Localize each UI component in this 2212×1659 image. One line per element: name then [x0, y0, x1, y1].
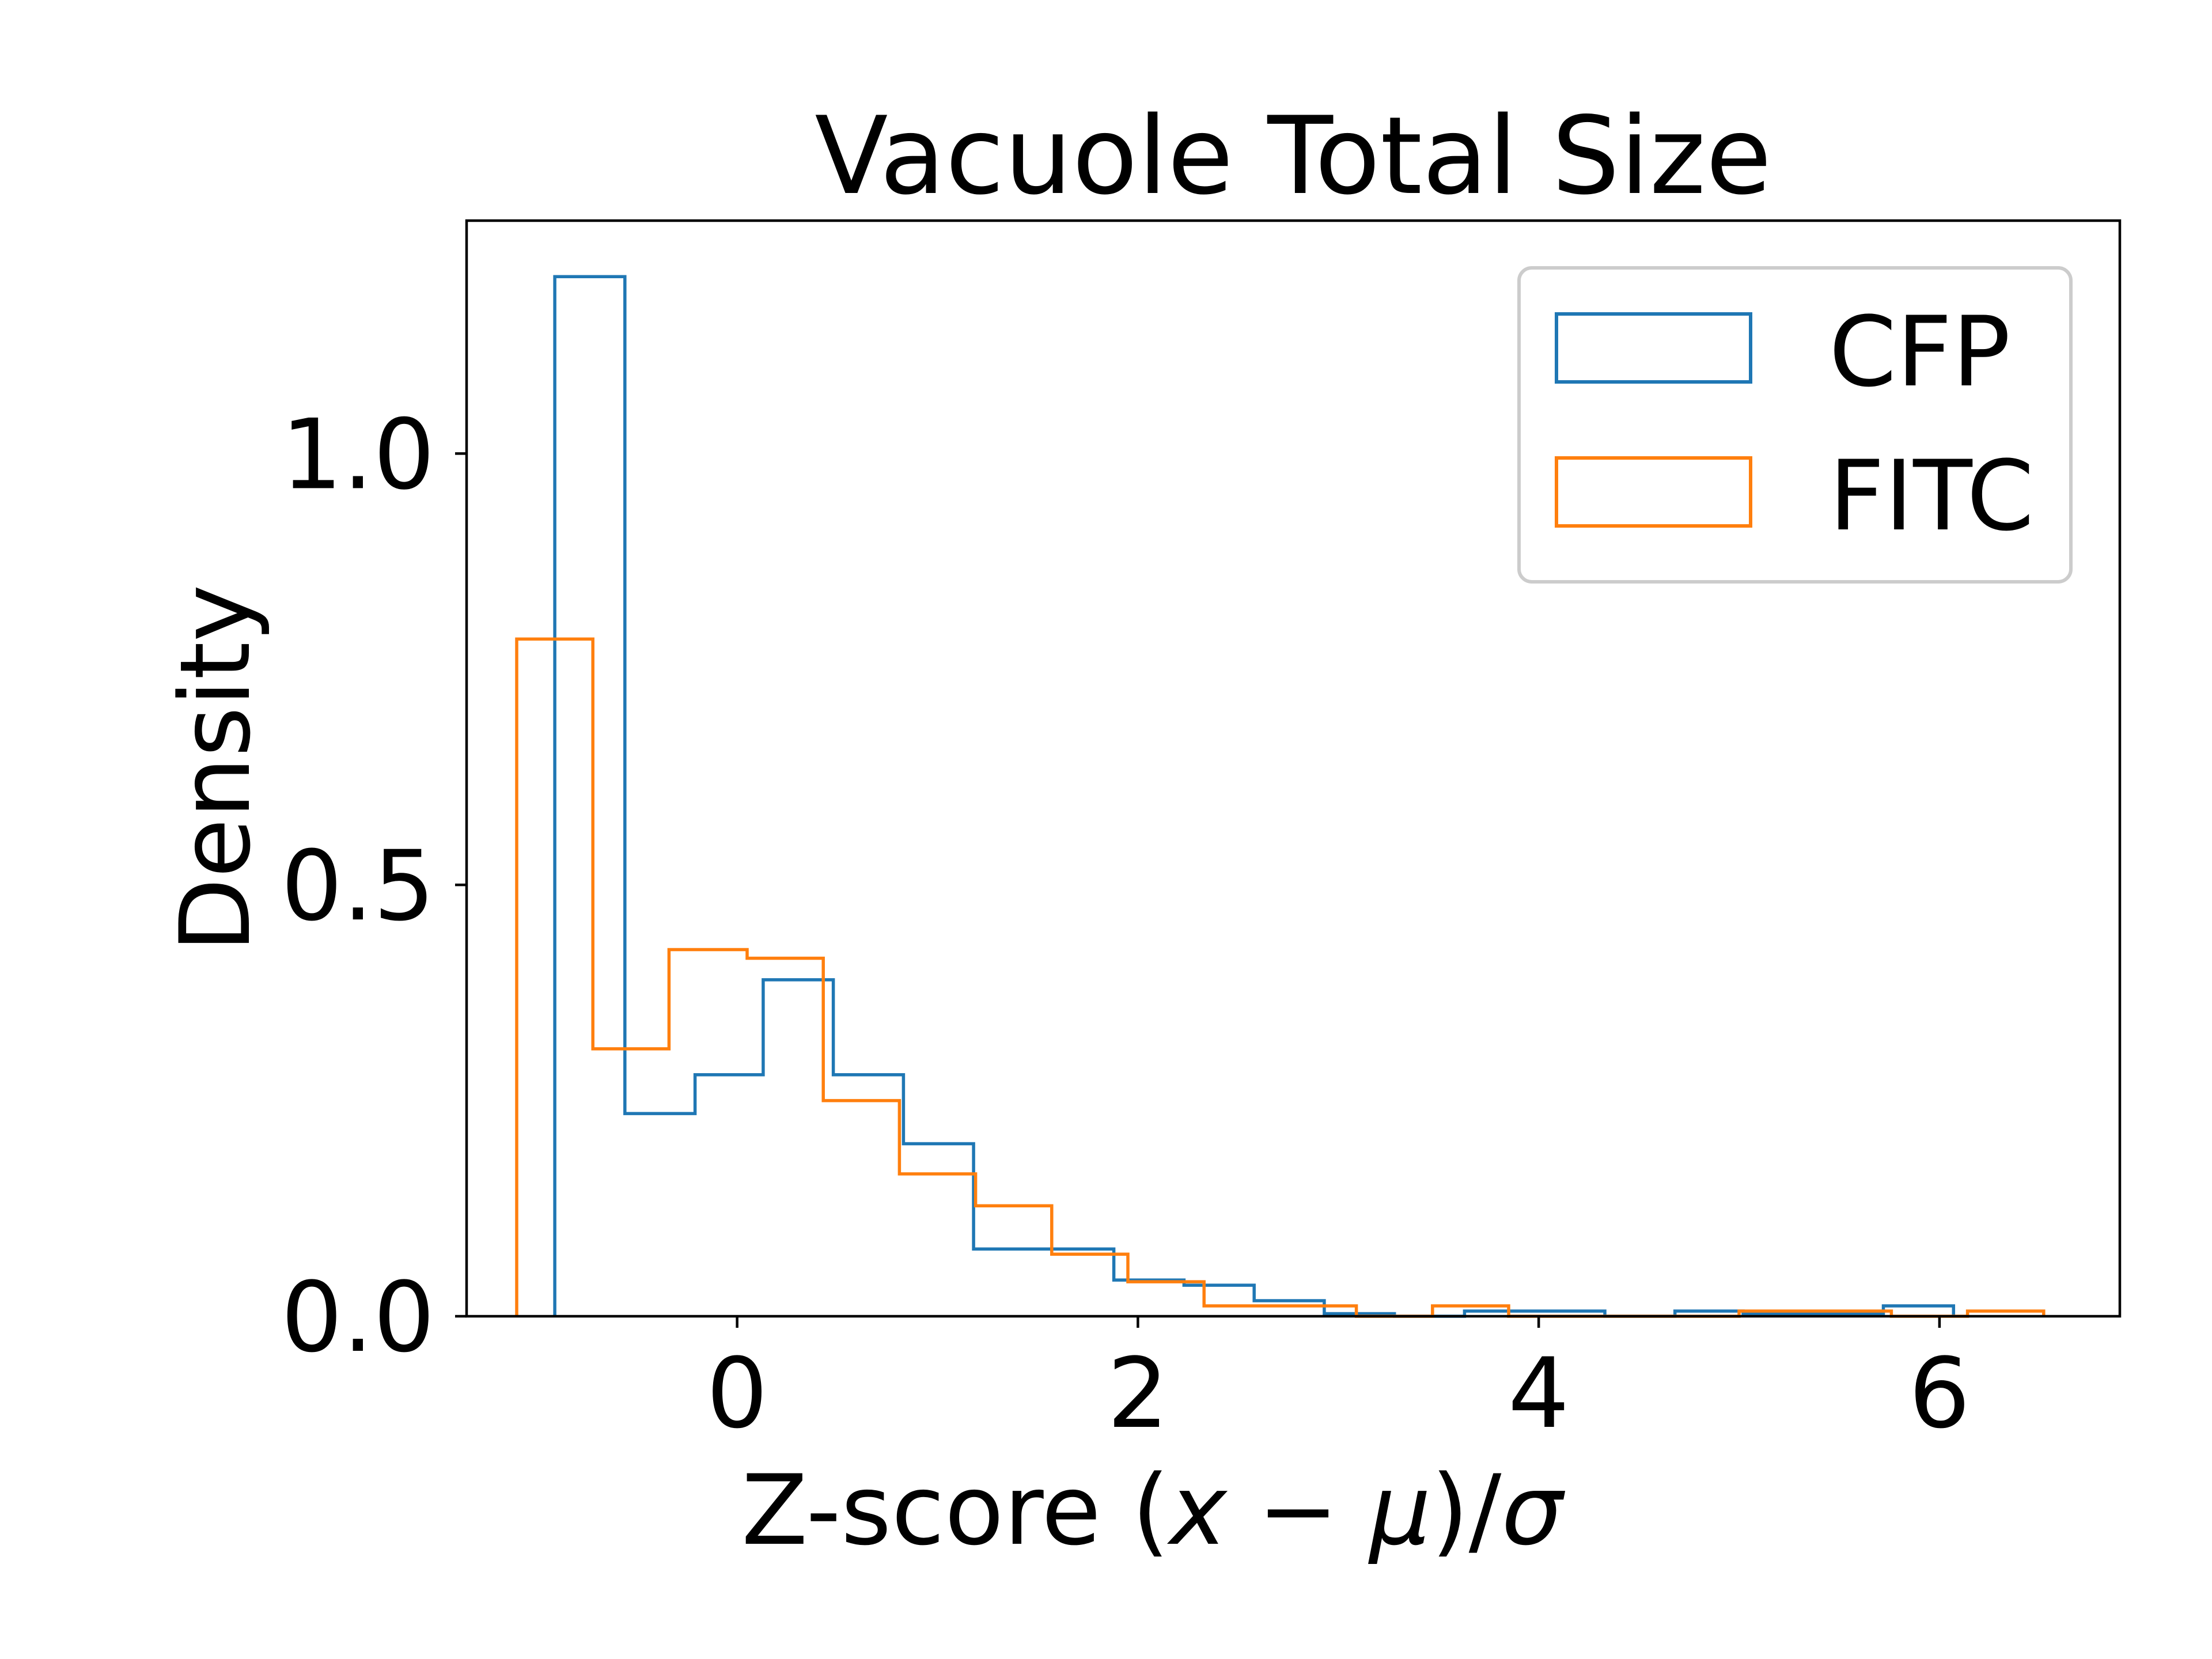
x-axis-label-prefix: Z-score ( — [741, 1454, 1169, 1567]
y-tick-label: 1.0 — [281, 398, 435, 511]
legend: CFP FITC — [1517, 266, 2073, 584]
legend-swatch-cfp — [1555, 312, 1752, 384]
plot-area — [515, 275, 2046, 1318]
legend-label-fitc: FITC — [1829, 440, 2034, 552]
x-axis-label-sigma: σ — [1501, 1454, 1565, 1567]
x-tick-label: 2 — [1107, 1337, 1169, 1450]
x-axis-label-minus: − — [1227, 1454, 1370, 1567]
x-tick-label: 4 — [1508, 1337, 1570, 1450]
y-axis-label: Density — [159, 585, 272, 953]
legend-swatch-fitc — [1555, 456, 1752, 528]
x-axis-label-x: x — [1166, 1454, 1228, 1567]
series-cfp-histogram — [553, 275, 1956, 1318]
chart-title: Vacuole Total Size — [815, 93, 1771, 218]
y-tick-label: 0.5 — [281, 830, 435, 942]
x-axis-label: Z-score (x − μ)/σ — [741, 1454, 1565, 1567]
y-axis: 0.0 0.5 1.0 — [281, 398, 467, 1374]
legend-box — [1517, 266, 2073, 584]
x-axis-label-mid: )/ — [1431, 1454, 1502, 1567]
y-tick-label: 0.0 — [281, 1261, 435, 1374]
series-fitc-histogram — [515, 637, 2046, 1318]
axes-frame — [465, 219, 2122, 1318]
x-axis-label-mu: μ — [1368, 1454, 1431, 1567]
x-axis: 0 2 4 6 — [706, 1316, 1970, 1450]
x-tick-label: 0 — [706, 1337, 768, 1450]
legend-label-cfp: CFP — [1829, 296, 2010, 408]
x-tick-label: 6 — [1908, 1337, 1970, 1450]
